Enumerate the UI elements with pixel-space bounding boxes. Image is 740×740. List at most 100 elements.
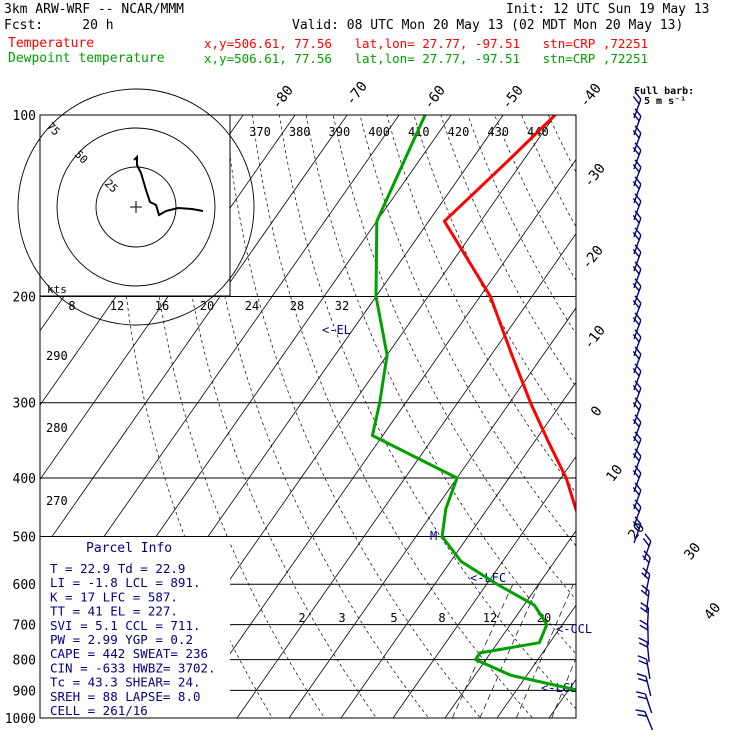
wind-barb xyxy=(636,691,653,714)
dry-adiabat xyxy=(440,115,576,388)
wind-barb-flag xyxy=(632,368,640,377)
wind-barb-flag xyxy=(634,295,642,304)
wind-barb-flag xyxy=(634,244,642,253)
forecast-hour: Fcst: 20 h xyxy=(4,18,114,33)
theta-label: 280 xyxy=(46,421,68,435)
wind-barb xyxy=(641,567,651,595)
mixing-ratio-label: 12 xyxy=(483,611,497,625)
wind-barb-flag xyxy=(632,419,640,428)
wind-barb-flag xyxy=(632,300,640,309)
wind-barb-flag xyxy=(643,550,651,559)
pressure-label: 900 xyxy=(13,684,36,699)
wind-barb-flag xyxy=(639,619,649,626)
parcel-info-row: CELL = 261/16 xyxy=(50,703,148,718)
wind-barb-flag xyxy=(634,329,642,338)
dry-adiabat xyxy=(332,115,576,601)
wind-barb-flag xyxy=(632,504,640,513)
wind-barb-flag xyxy=(632,181,640,190)
isotherm-line xyxy=(496,604,576,718)
mixing-ratio-label: 5 xyxy=(390,611,397,625)
wind-barb-staff xyxy=(646,642,650,663)
wind-barb-flag xyxy=(634,482,642,491)
mixing-ratio-label: 2 xyxy=(298,611,305,625)
isotherm-label: -60 xyxy=(421,83,449,113)
isotherm-label: 0 xyxy=(588,403,606,419)
mixing-ratio-label: 12 xyxy=(110,299,124,313)
wind-barb-flag xyxy=(636,673,647,678)
dry-adiabat xyxy=(629,115,740,731)
isotherm-line xyxy=(40,115,348,555)
mixing-ratio-label: 32 xyxy=(335,299,349,313)
wind-barb-flag xyxy=(634,261,642,270)
mixing-ratio-label: 3 xyxy=(338,611,345,625)
wind-barb-flag xyxy=(644,533,652,542)
isotherm-line xyxy=(288,307,576,718)
dry-adiabat xyxy=(413,115,576,441)
dewpoint-legend-label: Dewpoint temperature xyxy=(8,51,165,66)
pressure-label: 300 xyxy=(13,397,36,412)
wind-barb-staff xyxy=(645,659,651,680)
mixing-ratio-label: 28 xyxy=(290,299,304,313)
isotherm-label: -10 xyxy=(581,323,609,353)
wind-barb-flag xyxy=(634,108,642,117)
isotherm-label: -50 xyxy=(499,83,527,113)
pressure-label: 200 xyxy=(13,291,36,306)
wind-barb-staff xyxy=(644,693,653,714)
isotherm-line xyxy=(444,530,576,718)
wind-barb-flag xyxy=(638,637,648,643)
isotherm-line xyxy=(392,455,576,718)
wind-barb xyxy=(642,550,651,578)
parcel-info-row: TT = 41 EL = 227. xyxy=(50,604,178,619)
wind-barb-flag xyxy=(632,198,640,207)
parcel-info-row: CAPE = 442 SWEAT= 236 xyxy=(50,646,208,661)
parcel-info-row: K = 17 LFC = 587. xyxy=(50,589,178,604)
wind-barb-flag xyxy=(637,677,648,683)
wind-barb-flag xyxy=(634,516,642,525)
dry-adiabat xyxy=(359,115,576,547)
mixing-ratio-line xyxy=(626,584,677,718)
wind-barb-flag xyxy=(632,266,640,275)
wind-barb-flag xyxy=(634,159,642,168)
wind-barb-flag xyxy=(634,465,642,474)
temperature-legend-location: x,y=506.61, 77.56 lat,lon= 27.77, -97.51… xyxy=(204,36,649,51)
dry-adiabat xyxy=(144,115,326,718)
dry-adiabat xyxy=(494,115,576,282)
wind-barb-flag xyxy=(632,283,640,292)
wind-barb-flag xyxy=(632,130,640,139)
wind-barb xyxy=(642,533,652,561)
isotherm-label: 10 xyxy=(603,462,626,485)
hodograph-frame xyxy=(39,114,231,297)
wind-barb-legend-units: 5 m s⁻¹ xyxy=(644,96,686,107)
theta-e-label: 430 xyxy=(487,125,509,139)
wind-barb-flag xyxy=(638,642,648,648)
wind-barb-flag xyxy=(640,602,649,609)
dry-adiabat xyxy=(602,115,740,731)
wind-barb-flag xyxy=(634,278,642,287)
isotherm-label: -30 xyxy=(581,161,609,191)
temperature-legend-label: Temperature xyxy=(8,36,95,51)
parcel-info-row: PW = 2.99 YGP = 0.2 xyxy=(50,632,193,647)
temperature-trace xyxy=(442,115,576,514)
parcel-info-panel: Parcel Info T = 22.9 Td = 22.9LI = -1.8 L… xyxy=(40,537,230,718)
isotherm-line xyxy=(601,115,740,718)
wind-barb xyxy=(635,709,654,731)
parcel-info-row: CIN = -633 HWBZ= 3702. xyxy=(50,660,216,675)
isotherm-label: -70 xyxy=(343,79,371,109)
wind-barb-flag xyxy=(634,227,642,236)
hodograph-ring xyxy=(56,127,216,287)
pressure-label: 500 xyxy=(13,530,36,545)
dry-adiabat xyxy=(710,115,740,731)
hodograph-trace xyxy=(133,154,204,217)
wind-barb-flag xyxy=(634,363,642,372)
dry-adiabat xyxy=(656,115,740,731)
wind-barb-flag xyxy=(632,249,640,258)
parcel-info-row: Tc = 43.3 SHEAR= 24. xyxy=(50,675,201,690)
wind-barb-flag xyxy=(632,96,640,105)
wind-barb-flag xyxy=(632,232,640,241)
wind-barb xyxy=(637,655,651,680)
wind-barb-flag xyxy=(637,655,647,660)
wind-barb-flag xyxy=(634,397,642,406)
theta-e-label: 420 xyxy=(448,125,470,139)
parcel-info-row: T = 22.9 Td = 22.9 xyxy=(50,561,185,576)
